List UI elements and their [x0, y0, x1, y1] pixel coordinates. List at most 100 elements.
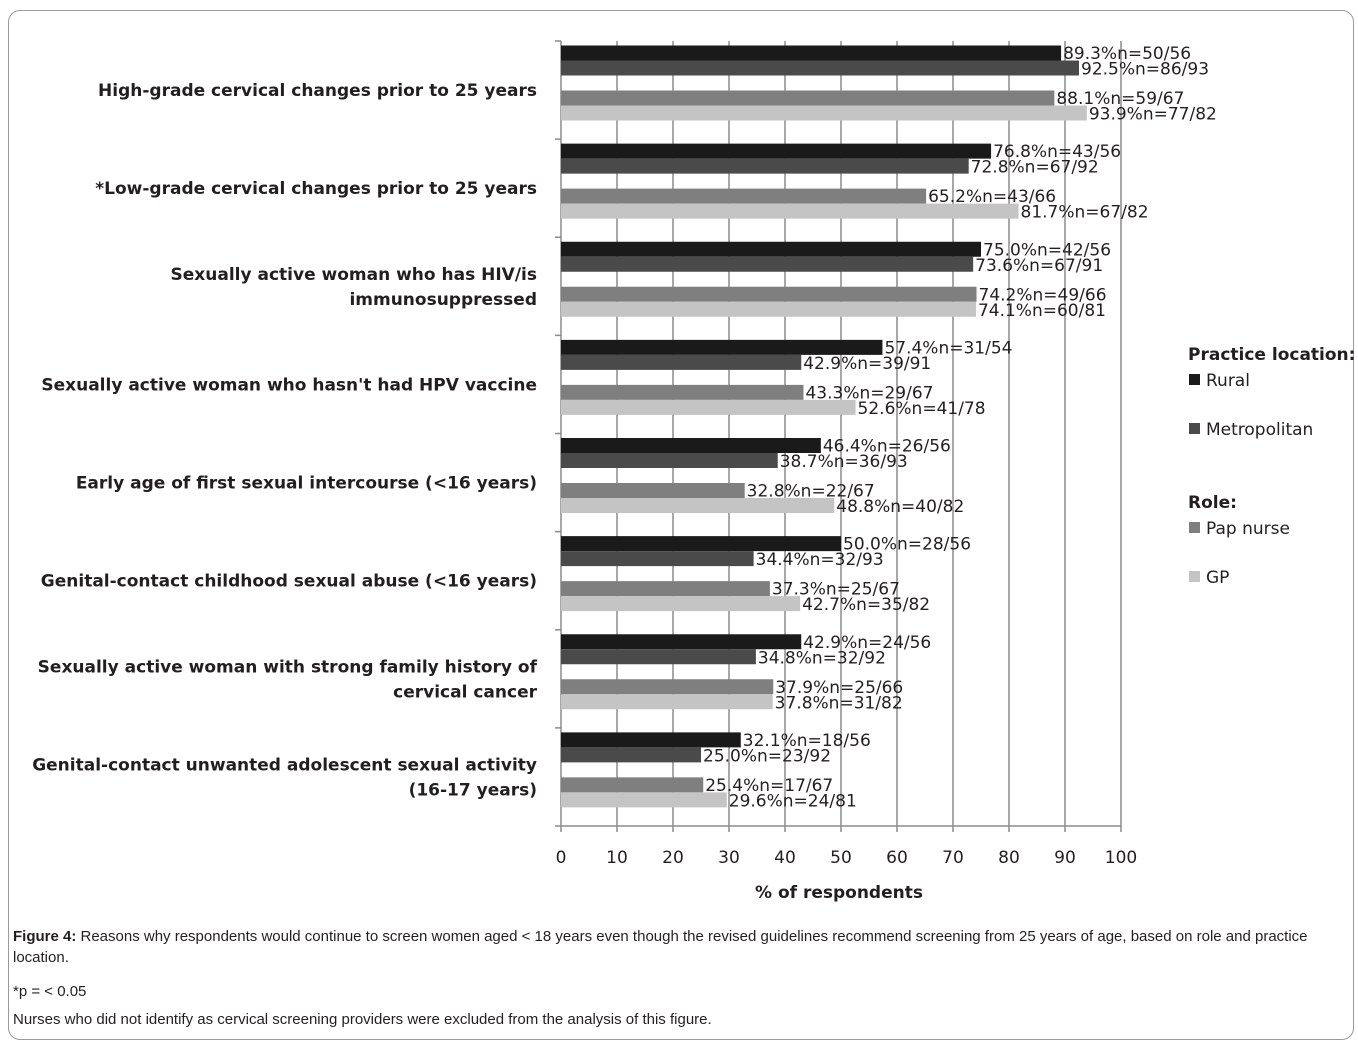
- bar: [561, 498, 835, 513]
- data-label: 88.1%n=59/67: [1056, 89, 1184, 109]
- legend-item: Rural: [1206, 371, 1250, 391]
- data-label: 42.7%n=35/82: [802, 595, 930, 615]
- data-label: 57.4%n=31/54: [884, 338, 1012, 358]
- bar: [561, 399, 856, 415]
- data-label: 76.8%n=43/56: [993, 142, 1121, 162]
- data-label: 37.9%n=25/66: [775, 678, 903, 698]
- bar: [561, 596, 801, 612]
- category-label: (16-17 years): [409, 780, 537, 800]
- x-tick-label: 70: [942, 848, 964, 868]
- data-label: 52.6%n=41/78: [858, 399, 986, 419]
- bar: [561, 453, 778, 468]
- data-label: 50.0%n=28/56: [843, 535, 971, 555]
- category-label: Early age of first sexual intercourse (<…: [76, 474, 537, 494]
- x-tick-label: 50: [830, 848, 852, 868]
- category-label: Sexually active woman who has HIV/is: [171, 265, 537, 285]
- x-tick-label: 30: [718, 848, 740, 868]
- category-label: Sexually active woman with strong family…: [38, 657, 538, 677]
- x-tick-label: 40: [774, 848, 796, 868]
- data-label: 81.7%n=67/82: [1021, 203, 1149, 223]
- x-tick-label: 10: [606, 848, 628, 868]
- bar: [561, 483, 745, 498]
- category-label: Sexually active woman who hasn't had HPV…: [41, 375, 537, 395]
- bar: [561, 143, 992, 159]
- bar: [561, 732, 741, 748]
- data-label: 93.9%n=77/82: [1089, 105, 1217, 125]
- data-label: 89.3%n=50/56: [1063, 44, 1191, 64]
- legend-item: GP: [1206, 568, 1229, 588]
- legend-item: Pap nurse: [1206, 519, 1290, 539]
- data-label: 75.0%n=42/56: [983, 240, 1111, 260]
- category-label: cervical cancer: [393, 682, 537, 702]
- exclusion-note: Nurses who did not identify as cervical …: [13, 1011, 712, 1028]
- data-label: 38.7%n=36/93: [780, 452, 908, 472]
- data-label: 25.0%n=23/92: [703, 746, 831, 766]
- legend-swatch: [1189, 522, 1200, 533]
- x-tick-label: 90: [1054, 848, 1076, 868]
- legend-swatch: [1189, 423, 1200, 434]
- category-label: *Low-grade cervical changes prior to 25 …: [95, 179, 537, 199]
- bar: [561, 90, 1055, 106]
- category-label: immunosuppressed: [349, 290, 537, 310]
- bar: [561, 241, 981, 257]
- data-label: 32.1%n=18/56: [743, 731, 871, 751]
- bar: [561, 384, 804, 400]
- figure-caption: Figure 4: Reasons why respondents would …: [13, 926, 1348, 968]
- legend-swatch: [1189, 374, 1200, 385]
- data-label: 42.9%n=24/56: [803, 633, 931, 653]
- data-label: 42.9%n=39/91: [803, 354, 931, 374]
- data-label: 34.8%n=32/92: [758, 648, 886, 668]
- bar: [561, 777, 704, 793]
- bar: [561, 634, 802, 650]
- data-label: 25.4%n=17/67: [705, 776, 833, 796]
- data-label: 37.8%n=31/82: [775, 693, 903, 713]
- bar: [561, 354, 802, 370]
- x-tick-label: 60: [886, 848, 908, 868]
- data-label: 32.8%n=22/67: [747, 482, 875, 502]
- bar: [561, 45, 1062, 61]
- data-label: 65.2%n=43/66: [928, 187, 1056, 207]
- data-label: 34.4%n=32/93: [756, 550, 884, 570]
- bar: [561, 339, 883, 355]
- bar: [561, 105, 1087, 121]
- bar: [561, 581, 770, 597]
- category-label: High-grade cervical changes prior to 25 …: [98, 81, 537, 101]
- bar: [561, 679, 774, 695]
- significance-footnote: *p = < 0.05: [13, 983, 87, 1000]
- data-label: 29.6%n=24/81: [729, 791, 857, 811]
- x-tick-label: 100: [1105, 848, 1137, 868]
- bar: [561, 536, 841, 552]
- x-axis-title: % of respondents: [755, 883, 923, 903]
- legend-title: Role:: [1188, 493, 1237, 513]
- figure-label: Figure 4:: [13, 928, 77, 945]
- data-label: 46.4%n=26/56: [823, 437, 951, 457]
- legend-item: Metropolitan: [1206, 420, 1313, 440]
- bar: [561, 158, 969, 174]
- bar-chart: 89.3%n=50/56 76.8%n=43/56 75.0%n=42/56 57.4…: [32, 40, 1355, 903]
- category-label: Genital-contact unwanted adolescent sexu…: [32, 755, 537, 775]
- legend-title: Practice location:: [1188, 345, 1355, 365]
- bar: [561, 301, 976, 317]
- data-label: 48.8%n=40/82: [836, 497, 964, 517]
- data-label: 43.3%n=29/67: [805, 383, 933, 403]
- bar: [561, 286, 977, 302]
- data-label: 72.8%n=67/92: [971, 158, 1099, 178]
- bar: [561, 792, 727, 808]
- x-tick-label: 0: [556, 848, 567, 868]
- bar: [561, 60, 1079, 76]
- data-label: 92.5%n=86/93: [1081, 60, 1209, 80]
- bar: [561, 188, 927, 204]
- x-tick-label: 20: [662, 848, 684, 868]
- data-label: 37.3%n=25/67: [772, 580, 900, 600]
- bar: [561, 694, 773, 710]
- data-label: 73.6%n=67/91: [975, 256, 1103, 276]
- caption-text: Reasons why respondents would continue t…: [13, 928, 1308, 966]
- legend-swatch: [1189, 571, 1200, 582]
- bar: [561, 747, 701, 763]
- x-tick-label: 80: [998, 848, 1020, 868]
- data-label: 74.2%n=49/66: [979, 285, 1107, 305]
- bar: [561, 203, 1019, 219]
- bar: [561, 649, 756, 665]
- bar: [561, 438, 821, 453]
- data-label: 74.1%n=60/81: [978, 301, 1106, 321]
